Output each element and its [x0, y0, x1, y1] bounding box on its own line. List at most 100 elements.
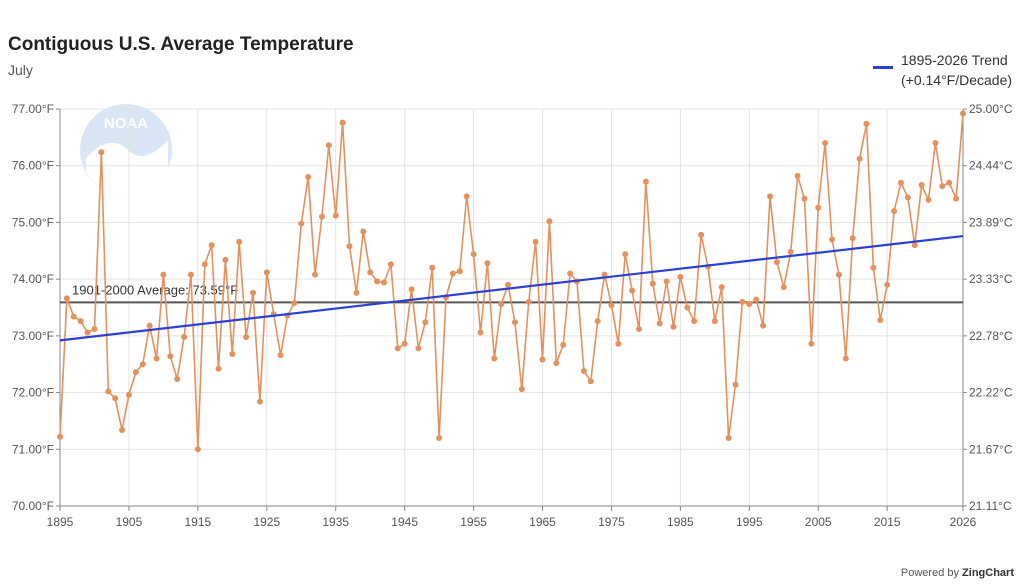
data-point	[70, 313, 77, 320]
y-tick-label-left: 73.00°F	[12, 329, 54, 343]
data-point	[656, 320, 663, 327]
data-point	[801, 195, 808, 202]
x-tick-label: 1995	[736, 515, 763, 529]
average-line-label: 1901-2000 Average: 73.59°F	[72, 282, 238, 297]
y-axis-left-ticks: 70.00°F 71.00°F 72.00°F 73.00°F 74.00°F 75.00…	[12, 102, 60, 513]
data-point	[318, 213, 325, 220]
data-point	[808, 340, 815, 347]
data-point	[539, 356, 546, 363]
data-point	[174, 375, 181, 382]
data-point	[194, 446, 201, 453]
data-point	[339, 119, 346, 126]
data-point	[911, 242, 918, 249]
data-point	[546, 218, 553, 225]
data-point	[449, 270, 456, 277]
y-tick-label-left: 77.00°F	[12, 102, 54, 116]
data-point	[870, 264, 877, 271]
data-point	[243, 333, 250, 340]
x-tick-label: 2005	[805, 515, 832, 529]
data-point	[57, 433, 63, 440]
data-point	[766, 193, 773, 200]
legend[interactable]: 1895-2026 Trend (+0.14°F/Decade)	[870, 50, 1020, 94]
data-point	[725, 434, 732, 441]
data-point	[670, 323, 677, 330]
y-axis-right-ticks: 21.11°C 21.67°C 22.22°C 22.78°C 23.33°C 23.89…	[963, 102, 1013, 513]
data-point	[856, 155, 863, 162]
data-point	[312, 271, 319, 278]
data-point	[470, 251, 477, 258]
data-point	[897, 179, 904, 186]
data-point	[511, 319, 518, 326]
legend-trend-label: 1895-2026 Trend (+0.14°F/Decade)	[901, 50, 1012, 90]
y-tick-label-right: 25.00°C	[969, 102, 1013, 116]
data-point	[732, 381, 739, 388]
data-point	[298, 220, 305, 227]
data-point	[711, 318, 718, 325]
chart-title: Contiguous U.S. Average Temperature	[8, 34, 354, 55]
chart-subtitle: July	[8, 62, 33, 78]
data-point	[663, 278, 670, 285]
y-tick-label-right: 21.67°C	[969, 442, 1013, 456]
data-point	[105, 388, 112, 395]
data-point	[463, 193, 470, 200]
y-tick-label-right: 21.11°C	[969, 499, 1012, 513]
data-point	[677, 273, 684, 280]
data-point	[525, 298, 532, 305]
data-point	[594, 318, 601, 325]
data-point	[181, 333, 188, 340]
data-point	[953, 195, 960, 202]
y-tick-label-right: 22.22°C	[969, 386, 1013, 400]
data-point	[215, 365, 222, 372]
data-point	[891, 208, 898, 215]
data-point	[387, 261, 394, 268]
data-point	[518, 386, 525, 393]
data-point	[139, 361, 146, 368]
x-axis-ticks: 1895 1905 1915 1925 1935 1945 1955 1965 1975 1985…	[47, 506, 977, 529]
data-point	[884, 281, 891, 288]
legend-trend-label-line2: (+0.14°F/Decade)	[901, 72, 1013, 88]
data-point	[532, 238, 539, 245]
data-point	[236, 238, 243, 245]
data-point	[849, 235, 856, 242]
data-point	[484, 260, 491, 267]
data-point	[746, 301, 753, 308]
y-tick-label-left: 71.00°F	[12, 442, 54, 456]
data-point	[360, 228, 367, 235]
powered-by[interactable]: Powered by ZingChart	[901, 567, 1014, 579]
data-point	[125, 391, 132, 398]
data-point	[353, 289, 360, 296]
data-point	[794, 172, 801, 179]
data-point	[587, 378, 594, 385]
data-point	[829, 236, 836, 243]
data-point	[63, 295, 70, 302]
data-point	[822, 140, 829, 147]
data-point	[918, 181, 925, 188]
data-point	[436, 434, 443, 441]
data-point	[601, 271, 608, 278]
data-point	[946, 179, 953, 186]
x-tick-label: 1935	[322, 515, 349, 529]
data-point	[642, 178, 649, 185]
data-point	[367, 269, 374, 276]
data-point	[401, 340, 408, 347]
x-tick-label: 1975	[598, 515, 625, 529]
x-tick-label: 1945	[391, 515, 418, 529]
data-point	[98, 149, 105, 156]
data-point	[629, 287, 636, 294]
data-point	[408, 286, 415, 293]
noaa-logo-watermark: NOAA	[80, 104, 172, 196]
data-point	[760, 322, 767, 329]
data-point	[580, 368, 587, 375]
data-point	[277, 352, 284, 359]
data-point	[380, 279, 387, 286]
data-point	[250, 289, 257, 296]
powered-by-prefix: Powered by	[900, 567, 959, 579]
x-tick-label: 1965	[529, 515, 556, 529]
data-point	[187, 271, 194, 278]
data-point	[112, 395, 119, 402]
x-tick-label: 2015	[874, 515, 901, 529]
data-point	[567, 270, 574, 277]
data-point	[346, 243, 353, 250]
data-point	[622, 251, 629, 258]
